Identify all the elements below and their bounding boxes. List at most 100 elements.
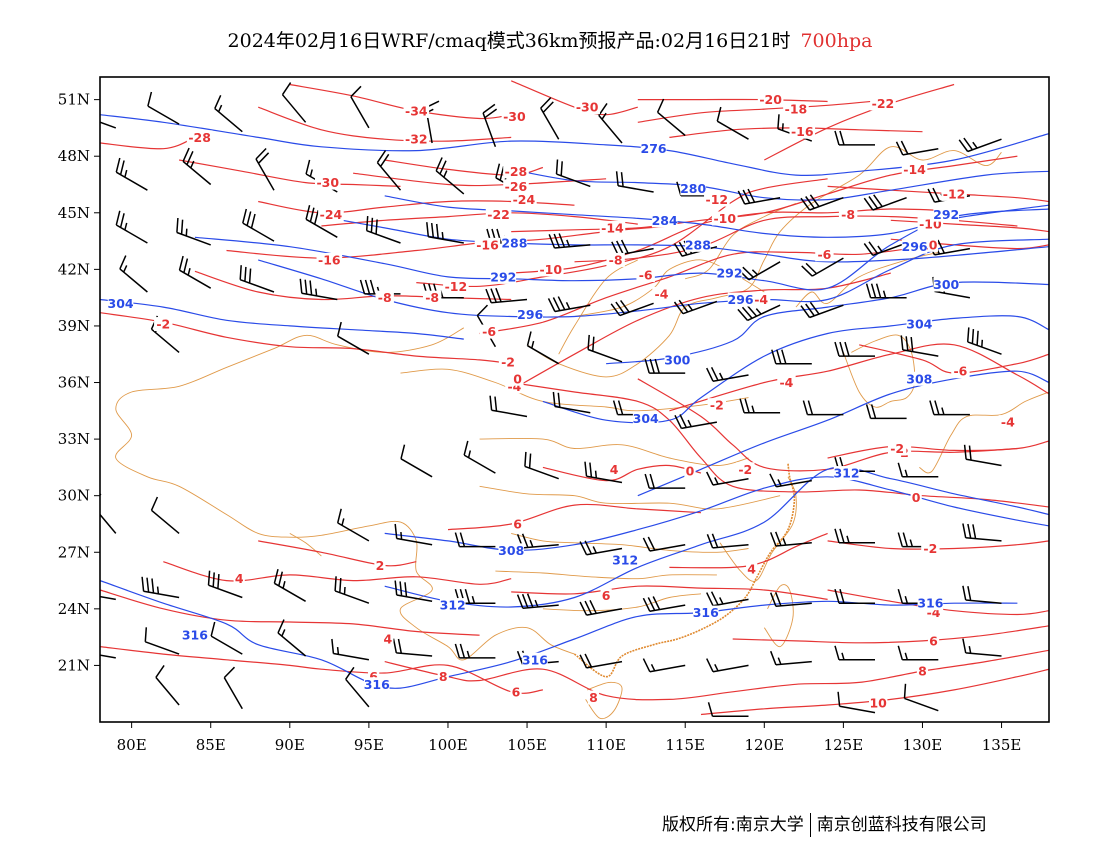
height-contour-label: 288 — [501, 235, 527, 250]
wind-barb — [963, 444, 1002, 467]
wind-barb — [392, 638, 433, 657]
temperature-contour-line — [637, 98, 828, 103]
temperature-contour-line — [100, 136, 196, 150]
height-contour-label-bg — [363, 677, 390, 692]
temperature-contour-label: -4 — [754, 292, 768, 307]
wind-barb — [100, 493, 117, 534]
temperature-contour-line — [258, 106, 512, 142]
temperature-contour-label-bg — [757, 92, 784, 107]
temperature-contour-label: -30 — [316, 175, 339, 190]
height-contour-label-bg — [612, 552, 638, 567]
temperature-contour-line — [479, 246, 923, 335]
temperature-contour-label: -2 — [923, 541, 937, 556]
height-contour-label-bg — [906, 371, 933, 386]
temperature-contour-label-bg — [314, 175, 341, 190]
temperature-contour-label-bg — [537, 262, 564, 277]
temperature-contour-label-bg — [382, 632, 394, 647]
height-contour-label: 288 — [685, 237, 711, 252]
height-contour-line — [511, 168, 1049, 201]
temperature-contour-line — [669, 532, 828, 569]
height-contour-label: 280 — [680, 181, 706, 196]
height-contour-label-bg — [716, 266, 743, 281]
wind-barb — [610, 299, 654, 317]
temperature-contour-label: -12 — [445, 279, 468, 294]
wind-barb — [524, 451, 559, 480]
wind-barb — [673, 299, 718, 315]
temperature-contour-label-bg — [498, 354, 518, 369]
temperature-contour-line — [827, 540, 1049, 550]
wind-barb — [482, 103, 498, 148]
temperature-contour-line — [764, 83, 955, 161]
height-contour-label-bg — [651, 213, 678, 228]
temperature-contour-label-bg — [503, 164, 529, 179]
temperature-contour-label-bg — [511, 192, 537, 207]
height-contour-line — [100, 114, 1049, 176]
lat-tick-label: 45N — [58, 204, 90, 222]
wind-barb — [903, 683, 939, 712]
wind-barb — [674, 414, 718, 430]
temperature-contour-label: -4 — [1001, 415, 1015, 430]
wind-barb — [644, 473, 686, 489]
wind-barb — [800, 301, 844, 319]
temperature-contour-label: 6 — [512, 684, 521, 699]
temperature-contour-line — [178, 159, 401, 187]
temperature-contour-label-bg — [887, 441, 907, 456]
temperature-contour-label-bg — [503, 179, 529, 194]
height-contour-label-bg — [933, 207, 959, 222]
height-contour-label: 292 — [490, 269, 516, 284]
temperature-contour-label-bg — [511, 371, 524, 386]
boundary-line — [585, 681, 623, 720]
wind-barb — [223, 666, 243, 710]
height-contour-label: 312 — [612, 552, 638, 567]
temperature-contour-label: -4 — [655, 286, 669, 301]
temperature-contour-label: 6 — [513, 516, 522, 531]
temperature-contour-label: -16 — [318, 252, 341, 267]
map-title: 2024年02月16日WRF/cmaq模式36km预报产品:02月16日21时 7… — [0, 26, 1100, 53]
boundary-line — [479, 437, 749, 466]
wind-barb — [336, 321, 370, 355]
temperature-contour-label: -24 — [513, 192, 536, 207]
boundary-line — [763, 584, 794, 648]
wind-barb — [897, 645, 939, 661]
wind-barb — [454, 643, 496, 659]
wind-barb — [644, 358, 686, 374]
wind-barb — [435, 157, 465, 195]
wind-barb — [865, 404, 907, 420]
wind-barb — [834, 588, 875, 604]
temperature-contour-label-bg — [789, 124, 816, 139]
wind-barb — [540, 97, 560, 140]
boundary-line — [400, 368, 749, 412]
temperature-contour-label: -28 — [505, 164, 528, 179]
temperature-contour-label-bg — [608, 462, 620, 477]
wind-barb — [769, 473, 812, 488]
temperature-contour-label: -34 — [405, 103, 428, 118]
wind-barb — [579, 653, 623, 669]
wind-barb — [463, 440, 496, 474]
wind-barb — [706, 533, 749, 549]
temperature-contour-label-bg — [838, 207, 858, 222]
temperature-contour-label-bg — [374, 558, 386, 573]
height-contour-label: 316 — [364, 677, 390, 692]
wind-barb — [305, 205, 338, 238]
height-contour-label-bg — [522, 652, 548, 667]
height-contour-line — [384, 466, 1049, 608]
temperature-contour-label-bg — [704, 192, 730, 207]
wind-barb — [834, 645, 875, 661]
height-contour-label: 284 — [652, 213, 678, 228]
boundary-lines — [115, 146, 1049, 720]
temperature-contour-label: -8 — [841, 207, 855, 222]
wind-barb — [958, 137, 1002, 153]
temperature-contour-label-bg — [736, 462, 755, 477]
temperature-contour-label-bg — [403, 103, 430, 118]
height-contour-line — [100, 580, 1018, 689]
wind-barb — [400, 444, 433, 478]
temperature-contour-label: -24 — [320, 207, 343, 222]
wind-barb — [178, 255, 212, 289]
temperature-contour-label-bg — [916, 664, 929, 679]
temperature-contour-label: 8 — [918, 664, 927, 679]
wind-barb — [966, 327, 1002, 355]
wind-barb — [350, 85, 370, 129]
temperature-contour-label-bg — [318, 207, 344, 222]
lon-tick-label: 115E — [665, 736, 705, 754]
temperature-contour-label: 4 — [235, 571, 244, 586]
